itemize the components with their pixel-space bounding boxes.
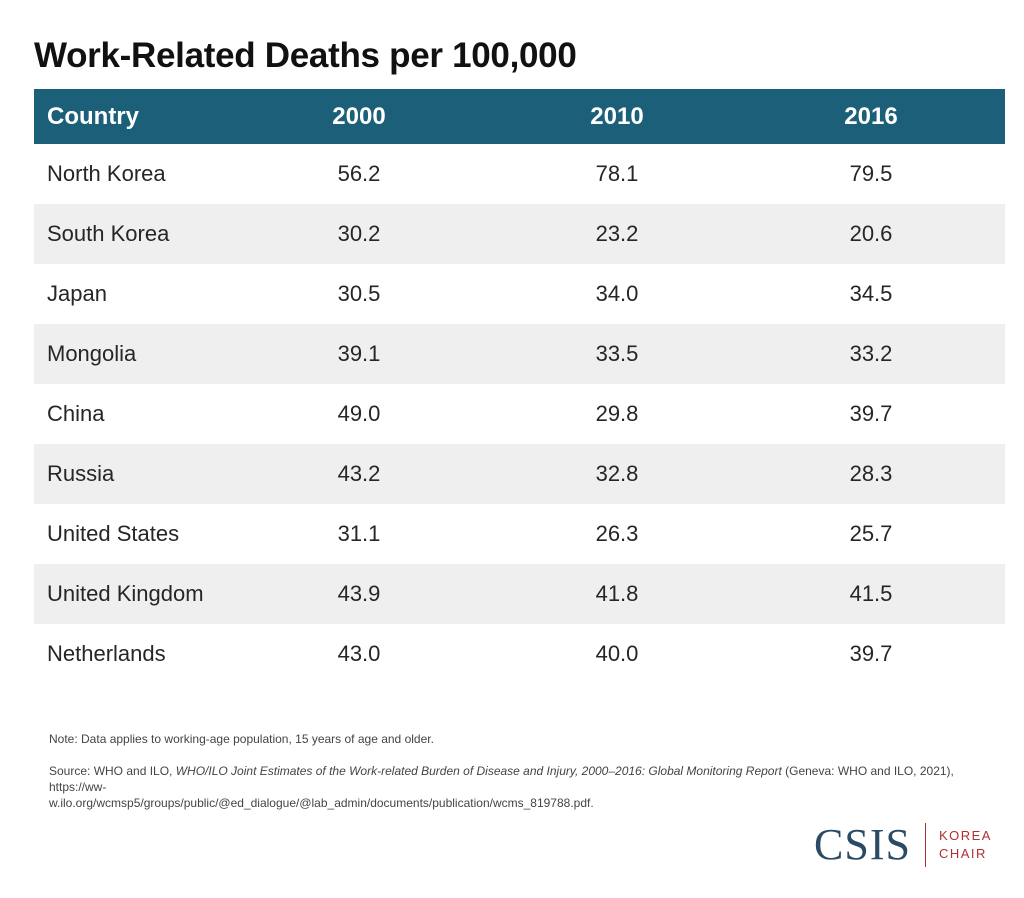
cell-country: South Korea xyxy=(47,221,170,246)
cell-2000: 49.0 xyxy=(337,401,381,426)
cell-2010: 78.1 xyxy=(595,161,639,186)
table-body: North Korea 56.2 78.1 79.5 South Korea 30.2 23… xyxy=(34,144,1005,684)
source-prefix: Source: WHO and ILO, xyxy=(49,764,176,778)
cell-2016: 28.3 xyxy=(849,461,893,486)
cell-2000: 30.2 xyxy=(337,221,381,246)
header-2000: 2000 xyxy=(332,102,386,130)
header-2010: 2010 xyxy=(590,102,644,130)
cell-2010: 40.0 xyxy=(595,641,639,666)
table-row: South Korea 30.2 23.2 20.6 xyxy=(34,204,1005,264)
cell-2000: 39.1 xyxy=(337,341,381,366)
source-suffix: (Geneva: WHO and ILO, 2021), https://ww- xyxy=(49,764,954,794)
table-row: Japan 30.5 34.0 34.5 xyxy=(34,264,1005,324)
cell-2016: 39.7 xyxy=(849,401,893,426)
table-row: United States 31.1 26.3 25.7 xyxy=(34,504,1005,564)
cell-country: Mongolia xyxy=(47,341,137,366)
logo-sub-line1: KOREA xyxy=(938,828,992,843)
cell-2010: 41.8 xyxy=(595,581,639,606)
cell-2000: 43.0 xyxy=(337,641,381,666)
cell-2010: 33.5 xyxy=(595,341,639,366)
cell-2016: 20.6 xyxy=(849,221,893,246)
cell-country: United States xyxy=(47,521,180,546)
cell-country: United Kingdom xyxy=(47,581,204,606)
cell-2016: 33.2 xyxy=(849,341,893,366)
logo-divider xyxy=(924,823,926,867)
cell-2010: 34.0 xyxy=(595,281,639,306)
table-row: United Kingdom 43.9 41.8 41.5 xyxy=(34,564,1005,624)
chart-title: Work-Related Deaths per 100,000 xyxy=(34,36,577,75)
table-row: China 49.0 29.8 39.7 xyxy=(34,384,1005,444)
cell-2016: 25.7 xyxy=(849,521,893,546)
cell-2010: 29.8 xyxy=(595,401,639,426)
cell-2010: 23.2 xyxy=(595,221,639,246)
logo-subtitle: KOREA CHAIR xyxy=(939,827,992,863)
cell-2010: 26.3 xyxy=(595,521,639,546)
table-row: Mongolia 39.1 33.5 33.2 xyxy=(34,324,1005,384)
cell-2000: 43.9 xyxy=(337,581,381,606)
cell-2000: 31.1 xyxy=(337,521,381,546)
cell-2016: 79.5 xyxy=(849,161,893,186)
cell-country: Russia xyxy=(47,461,115,486)
source-url: w.ilo.org/wcmsp5/groups/public/@ed_dialo… xyxy=(49,796,594,810)
cell-country: Japan xyxy=(47,281,107,306)
cell-2016: 39.7 xyxy=(849,641,893,666)
cell-2010: 32.8 xyxy=(595,461,639,486)
cell-2000: 30.5 xyxy=(337,281,381,306)
logo-wordmark: CSIS xyxy=(814,820,911,869)
cell-country: North Korea xyxy=(47,161,166,186)
logo-sub-line2: CHAIR xyxy=(938,846,987,861)
cell-country: Netherlands xyxy=(47,641,166,666)
cell-2000: 56.2 xyxy=(337,161,381,186)
source-citation: Source: WHO and ILO, WHO/ILO Joint Estim… xyxy=(49,763,994,811)
header-2016: 2016 xyxy=(844,102,898,130)
cell-country: China xyxy=(47,401,105,426)
csis-korea-chair-logo: CSIS KOREA CHAIR xyxy=(814,822,992,868)
cell-2016: 41.5 xyxy=(849,581,893,606)
header-country: Country xyxy=(47,102,139,130)
source-title: WHO/ILO Joint Estimates of the Work-rela… xyxy=(175,764,782,778)
table-header: Country 2000 2010 2016 xyxy=(34,89,1005,144)
cell-2016: 34.5 xyxy=(849,281,893,306)
table-row: Netherlands 43.0 40.0 39.7 xyxy=(34,624,1005,684)
table-row: Russia 43.2 32.8 28.3 xyxy=(34,444,1005,504)
footnote: Note: Data applies to working-age popula… xyxy=(49,732,434,746)
table-row: North Korea 56.2 78.1 79.5 xyxy=(34,144,1005,204)
cell-2000: 43.2 xyxy=(337,461,381,486)
data-table: Country 2000 2010 2016 North Korea 56.2 78… xyxy=(34,89,1005,684)
